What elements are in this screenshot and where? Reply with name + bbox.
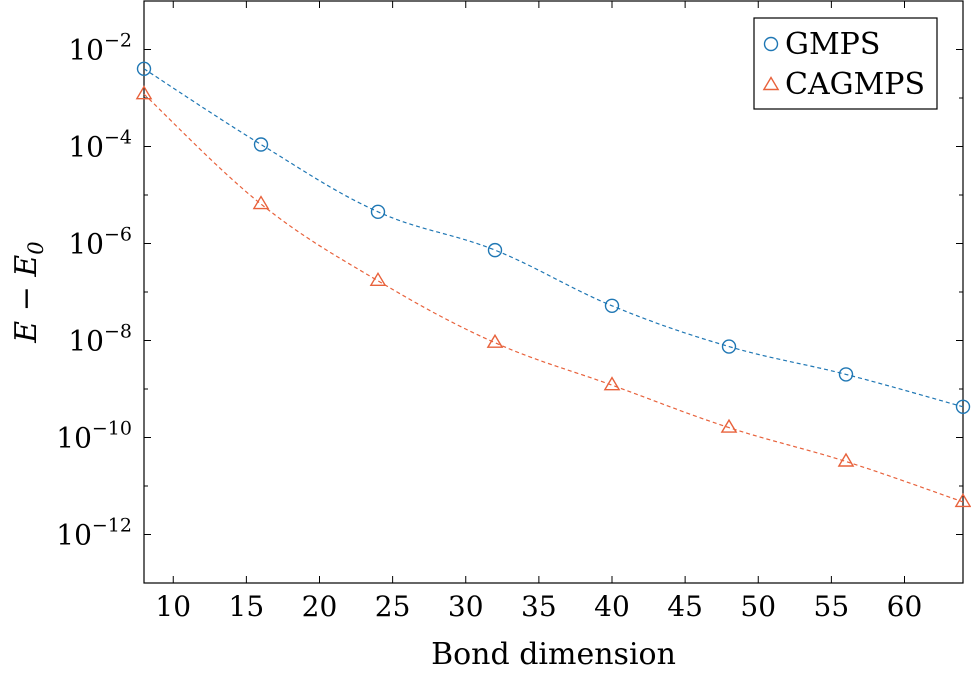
x-tick-label: 50 [740,590,776,623]
y-tick-label: 10−6 [68,224,132,261]
x-tick-label: 55 [814,590,850,623]
data-point-cagmps [954,493,971,508]
y-tick-label: 10−10 [56,418,132,455]
series-line-gmps [143,68,964,408]
legend: GMPS CAGMPS [753,17,938,110]
x-tick-label: 60 [887,590,923,623]
data-point-cagmps [135,85,153,100]
x-tick-label: 25 [375,590,411,623]
x-tick-label: 40 [594,590,630,623]
x-tick-label: 15 [229,590,265,623]
x-tick-label: 45 [667,590,703,623]
data-point-gmps [721,339,737,354]
data-point-cagmps [720,418,738,433]
legend-item-gmps: GMPS [763,27,880,62]
x-tick-label: 10 [155,590,191,623]
data-point-cagmps [603,376,621,391]
x-axis-label: Bond dimension [431,637,676,672]
data-point-gmps [955,399,971,414]
legend-label-gmps: GMPS [785,27,880,62]
legend-marker-cagmps [762,76,780,91]
legend-marker-gmps [763,36,779,52]
y-tick-label: 10−12 [56,515,132,552]
data-point-cagmps [486,333,504,348]
data-point-gmps [370,204,386,220]
legend-item-cagmps: CAGMPS [762,67,925,102]
series-line-cagmps [143,93,964,503]
x-tick-label: 30 [448,590,484,623]
data-point-cagmps [837,452,855,467]
legend-box [753,17,938,110]
series-cagmps [135,85,971,508]
y-tick-label: 10−8 [68,321,132,358]
data-point-cagmps [369,271,387,287]
data-point-gmps [838,367,854,382]
plot-series [135,61,971,508]
data-point-gmps [253,137,269,152]
data-point-cagmps [252,195,270,210]
data-point-gmps [487,242,503,258]
legend-label-cagmps: CAGMPS [785,67,925,102]
data-point-gmps [604,298,620,313]
x-tick-label: 20 [302,590,338,623]
y-tick-label: 10−2 [68,30,132,67]
y-axis-label: E − E0 [9,241,48,343]
y-tick-label: 10−4 [68,127,132,164]
axes: 10 15 20 25 30 35 40 45 50 55 60 10−2 10−4 10−6 10−8 10… [9,0,964,672]
x-tick-label: 35 [521,590,557,623]
data-point-gmps [136,61,152,77]
series-gmps [136,61,971,414]
